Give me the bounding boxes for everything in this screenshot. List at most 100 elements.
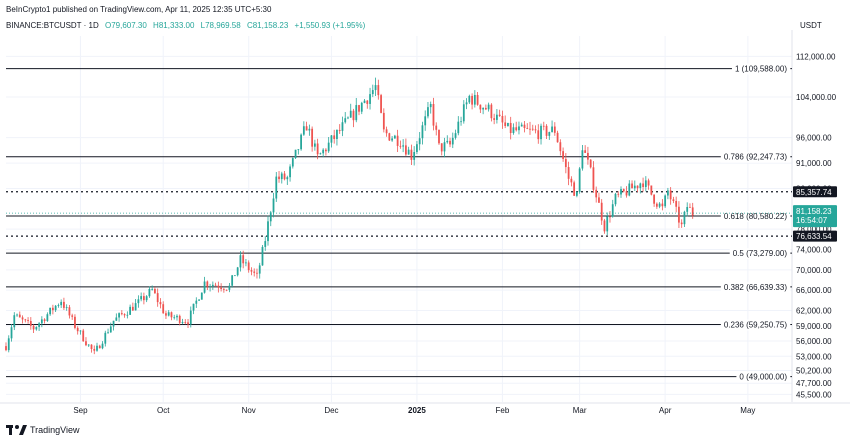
candle-body xyxy=(598,197,600,203)
candle-body xyxy=(650,185,653,195)
candle-body xyxy=(661,203,664,207)
candle-body xyxy=(625,191,628,196)
candle-body xyxy=(98,345,101,349)
candle-body xyxy=(520,124,523,127)
candle-body xyxy=(551,126,553,133)
candle-body xyxy=(385,129,388,134)
publisher-line: BeInCrypto1 published on TradingView.com… xyxy=(6,5,272,14)
candle-body xyxy=(225,289,228,291)
candle-body xyxy=(60,301,63,306)
level-price-tag: 85,357.74 xyxy=(796,188,832,197)
y-axis-tick-label: 78,000.00 xyxy=(796,225,832,234)
candle-body xyxy=(606,216,609,232)
candle-body xyxy=(672,199,675,202)
candle-body xyxy=(443,142,446,152)
candle-body xyxy=(5,346,7,351)
candle-body xyxy=(396,135,399,146)
candle-body xyxy=(325,149,327,152)
level-price-tag-bg xyxy=(793,186,837,198)
candle-body xyxy=(553,126,556,133)
candle-body xyxy=(35,326,38,330)
candle-body xyxy=(402,145,405,147)
y-axis-tick-label: 45,500.00 xyxy=(796,390,832,399)
candle-body xyxy=(578,168,581,192)
candle-body xyxy=(575,191,578,196)
candle-body xyxy=(305,126,308,131)
candle-body xyxy=(407,149,410,155)
candle-body xyxy=(192,303,195,311)
candle-body xyxy=(531,128,534,130)
candle-body xyxy=(267,221,269,242)
candle-body xyxy=(68,307,71,316)
chart-header: BeInCrypto1 published on TradingView.com… xyxy=(0,0,850,18)
y-axis-tick-label: 96,000.00 xyxy=(796,134,832,143)
candle-body xyxy=(493,118,496,120)
candle-body xyxy=(101,343,104,349)
candle-body xyxy=(468,95,471,103)
candle-body xyxy=(487,104,490,110)
y-axis-tick-label: 70,000.00 xyxy=(796,266,832,275)
candle-body xyxy=(609,216,611,218)
candle-body xyxy=(446,140,449,143)
candle-body xyxy=(162,304,165,314)
candle-body xyxy=(40,319,43,324)
candle-body xyxy=(473,94,476,105)
candle-body xyxy=(658,203,661,207)
candle-body xyxy=(43,319,46,322)
candle-body xyxy=(570,178,573,183)
candle-body xyxy=(71,315,74,317)
x-axis-tick-label: Sep xyxy=(73,406,88,415)
candle-body xyxy=(187,322,189,325)
candle-body xyxy=(427,107,429,117)
candle-body xyxy=(286,177,289,180)
x-axis-tick-label: Feb xyxy=(496,406,510,415)
candle-body xyxy=(96,345,98,351)
candle-body xyxy=(247,262,250,271)
candle-body xyxy=(479,104,482,110)
candle-body xyxy=(278,176,280,180)
candle-body xyxy=(559,142,562,152)
candle-body xyxy=(633,185,636,189)
fib-level-label-bg xyxy=(720,151,791,163)
candle-body xyxy=(620,189,622,195)
candle-body xyxy=(669,190,672,200)
candle-body xyxy=(449,140,451,145)
candle-body xyxy=(18,314,21,318)
candle-body xyxy=(647,180,650,186)
candle-body xyxy=(515,127,518,131)
candle-body xyxy=(432,103,435,126)
candle-body xyxy=(413,152,416,160)
candle-body xyxy=(87,344,90,346)
candle-body xyxy=(231,275,234,286)
candle-body xyxy=(167,312,170,316)
high-value: H81,333.00 xyxy=(153,21,195,30)
candle-body xyxy=(512,127,515,133)
candle-body xyxy=(131,306,134,311)
candle-body xyxy=(322,149,325,154)
candle-body xyxy=(391,138,394,141)
candle-body xyxy=(51,307,54,311)
x-axis-tick-label: 2025 xyxy=(408,406,426,415)
candle-body xyxy=(313,143,316,147)
candle-body xyxy=(371,90,374,95)
candle-body xyxy=(352,110,355,121)
candle-body xyxy=(440,143,443,152)
y-axis-tick-label: 74,000.00 xyxy=(796,246,832,255)
candle-body xyxy=(537,130,540,140)
footer-branding: TradingView xyxy=(0,421,850,439)
candle-body xyxy=(584,150,587,153)
candle-body xyxy=(399,145,402,147)
candle-body xyxy=(360,102,363,112)
x-axis-tick-label: Apr xyxy=(659,406,672,415)
candle-body xyxy=(21,317,24,320)
candle-body xyxy=(471,95,473,105)
candle-body xyxy=(109,326,112,333)
candle-body xyxy=(79,330,82,332)
candle-body xyxy=(664,195,667,207)
candle-body xyxy=(518,126,520,131)
candle-body xyxy=(595,189,598,198)
candle-body xyxy=(27,320,29,321)
candle-body xyxy=(49,307,52,315)
candle-body xyxy=(460,121,462,123)
